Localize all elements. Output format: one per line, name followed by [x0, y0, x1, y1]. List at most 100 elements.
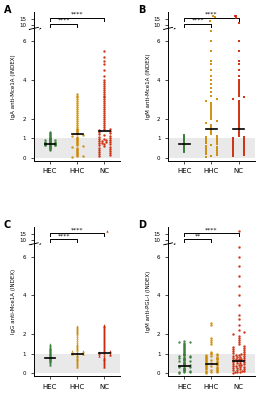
Point: [237, 84, 241, 91]
Point: [177, 362, 181, 369]
Point: [102, 81, 106, 87]
Point: [108, 126, 112, 133]
Point: [75, 120, 79, 126]
Point: [102, 88, 106, 95]
Point: [182, 363, 186, 370]
Bar: [34, 354, 120, 373]
Point: [231, 150, 235, 157]
Point: [75, 339, 79, 345]
Point: [209, 339, 213, 345]
Point: [75, 130, 79, 136]
Point: [75, 325, 79, 332]
Point: [215, 362, 219, 368]
Text: ****: ****: [71, 12, 83, 17]
Point: [102, 363, 106, 370]
Point: [48, 142, 52, 148]
Point: [48, 135, 52, 142]
Point: [237, 48, 241, 54]
Point: [48, 137, 52, 144]
Point: [102, 329, 106, 336]
Point: [239, 362, 243, 368]
Point: [215, 364, 219, 370]
Bar: [168, 138, 255, 158]
Point: [102, 341, 106, 347]
Text: A: A: [3, 4, 11, 14]
Point: [104, 139, 108, 145]
Point: [102, 355, 106, 362]
Point: [231, 331, 235, 338]
Point: [108, 350, 112, 357]
Point: [75, 136, 79, 142]
Point: [177, 339, 181, 345]
Point: [75, 152, 79, 158]
Point: [188, 364, 192, 370]
Point: [204, 368, 208, 375]
Point: [209, 100, 213, 106]
Point: [237, 106, 241, 112]
Point: [102, 106, 106, 112]
Point: [231, 360, 235, 367]
Point: [242, 150, 246, 156]
Point: [75, 362, 79, 368]
Point: [182, 355, 186, 362]
Point: [209, 152, 213, 159]
Point: [209, 61, 213, 68]
Point: [238, 360, 242, 366]
Point: [182, 149, 186, 155]
Point: [102, 335, 106, 341]
Point: [235, 354, 239, 360]
Text: ****: ****: [57, 233, 70, 238]
Point: [75, 352, 79, 358]
Point: [238, 366, 242, 372]
Point: [48, 346, 52, 352]
Y-axis label: IgM anti-PGL-I (INDEX): IgM anti-PGL-I (INDEX): [146, 271, 151, 332]
Point: [234, 352, 238, 358]
Point: [102, 330, 106, 336]
Point: [48, 134, 52, 140]
Point: [188, 354, 192, 360]
Point: [235, 360, 239, 366]
Point: [235, 364, 239, 371]
Point: [237, 110, 241, 116]
Point: [204, 138, 208, 144]
Point: [75, 327, 79, 334]
Point: [75, 145, 79, 151]
Point: [97, 350, 101, 356]
Point: [102, 90, 106, 97]
Point: [237, 77, 241, 83]
Point: [48, 143, 52, 149]
Point: [182, 144, 186, 150]
Point: [215, 141, 219, 147]
Point: [209, 348, 213, 355]
Point: [209, 81, 213, 87]
Point: [237, 116, 241, 122]
Point: [182, 133, 186, 140]
Point: [75, 359, 79, 366]
Point: [204, 145, 208, 151]
Point: [237, 327, 241, 334]
Point: [75, 140, 79, 146]
Point: [242, 343, 246, 349]
Point: [48, 356, 52, 362]
Point: [237, 90, 241, 97]
Point: [182, 359, 186, 366]
Point: [237, 341, 241, 347]
Point: [242, 364, 246, 370]
Point: [48, 360, 52, 366]
Point: [102, 354, 106, 361]
Point: [209, 116, 213, 122]
Point: [209, 114, 213, 120]
Point: [237, 253, 241, 260]
Point: [182, 135, 186, 142]
Point: [48, 348, 52, 355]
Point: [81, 348, 85, 354]
Point: [177, 368, 181, 375]
Point: [237, 339, 241, 345]
Y-axis label: IgG anti-Mce1A (INDEX): IgG anti-Mce1A (INDEX): [11, 269, 16, 334]
Point: [48, 132, 52, 138]
Point: [237, 120, 241, 126]
Point: [102, 92, 106, 99]
Point: [182, 366, 186, 373]
Point: [242, 350, 246, 357]
Point: [182, 352, 186, 358]
